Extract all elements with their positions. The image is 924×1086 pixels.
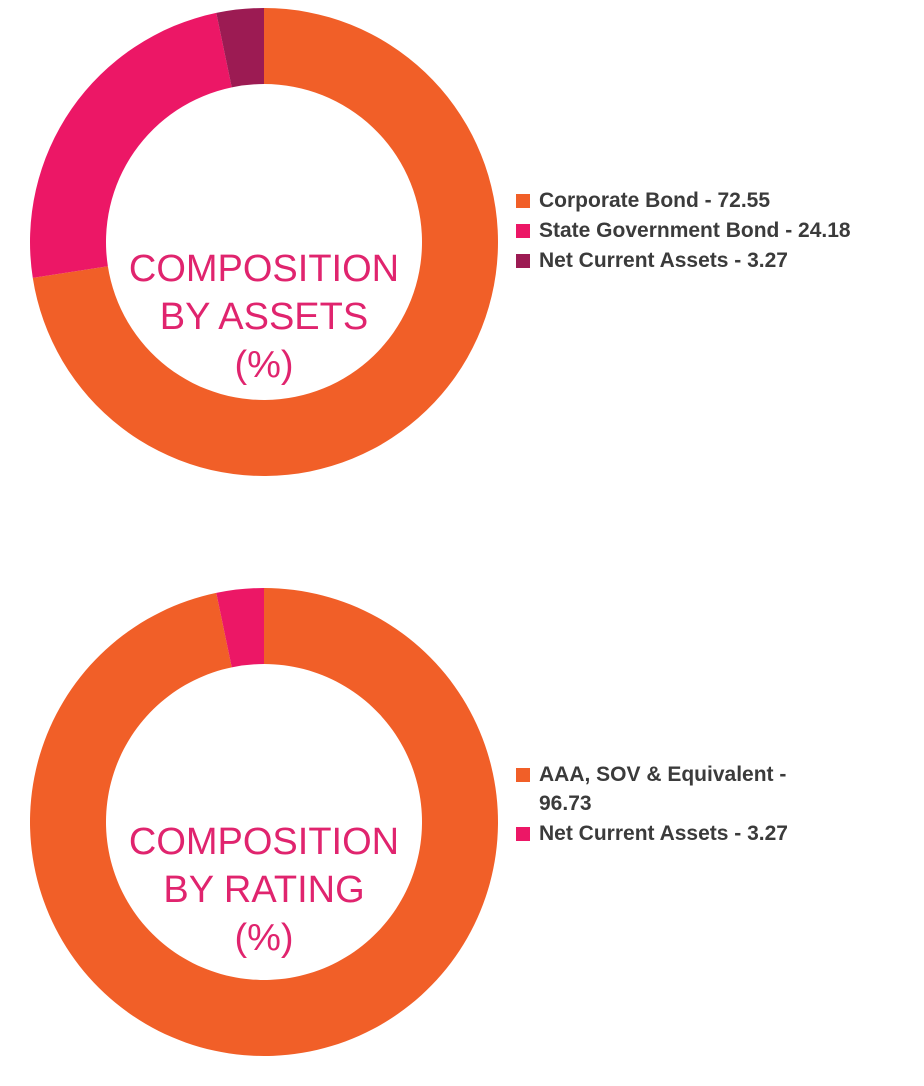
donut-chart-assets	[29, 8, 499, 476]
center-title-line: COMPOSITION	[128, 248, 400, 290]
center-title-line: (%)	[234, 917, 294, 959]
legend-item-state-government-bond: State Government Bond - 24.18	[516, 216, 916, 245]
center-title-line: (%)	[234, 344, 294, 386]
chart-composition-by-rating: COMPOSITION BY RATING (%) AAA, SOV & Equ…	[0, 580, 924, 1080]
legend-swatch	[516, 768, 530, 782]
chart-composition-by-assets: COMPOSITION BY ASSETS (%) Corporate Bond…	[0, 0, 924, 500]
donut-slice-net-current-assets	[216, 588, 264, 668]
donut-slice-aaa-sov-equivalent	[30, 588, 499, 1056]
donut-slice-corporate-bond	[32, 8, 499, 476]
legend-item-net-current-assets: Net Current Assets - 3.27	[516, 819, 816, 848]
legend-swatch	[516, 827, 530, 841]
legend-label: Net Current Assets - 3.27	[539, 249, 788, 272]
donut-center-title-assets: COMPOSITION BY ASSETS (%)	[88, 245, 440, 389]
legend-item-aaa-sov-equivalent: AAA, SOV & Equivalent - 96.73	[516, 760, 816, 818]
legend-rating: AAA, SOV & Equivalent - 96.73 Net Curren…	[516, 760, 816, 849]
legend-label: AAA, SOV & Equivalent - 96.73	[539, 763, 787, 815]
center-title-line: BY RATING	[163, 869, 365, 911]
donut-slice-state-government-bond	[29, 12, 232, 278]
legend-item-net-current-assets: Net Current Assets - 3.27	[516, 246, 916, 275]
center-title-line: BY ASSETS	[159, 296, 369, 338]
legend-swatch	[516, 224, 530, 238]
legend-swatch	[516, 254, 530, 268]
legend-label: Net Current Assets - 3.27	[539, 822, 788, 845]
center-title-line: COMPOSITION	[128, 821, 400, 863]
legend-label: State Government Bond - 24.18	[539, 219, 851, 242]
legend-item-corporate-bond: Corporate Bond - 72.55	[516, 186, 916, 215]
legend-swatch	[516, 194, 530, 208]
donut-slice-net-current-assets	[216, 8, 264, 88]
legend-label: Corporate Bond - 72.55	[539, 189, 771, 212]
legend-assets: Corporate Bond - 72.55 State Government …	[516, 186, 916, 276]
donut-chart-rating	[30, 588, 499, 1056]
donut-center-title-rating: COMPOSITION BY RATING (%)	[88, 818, 440, 962]
